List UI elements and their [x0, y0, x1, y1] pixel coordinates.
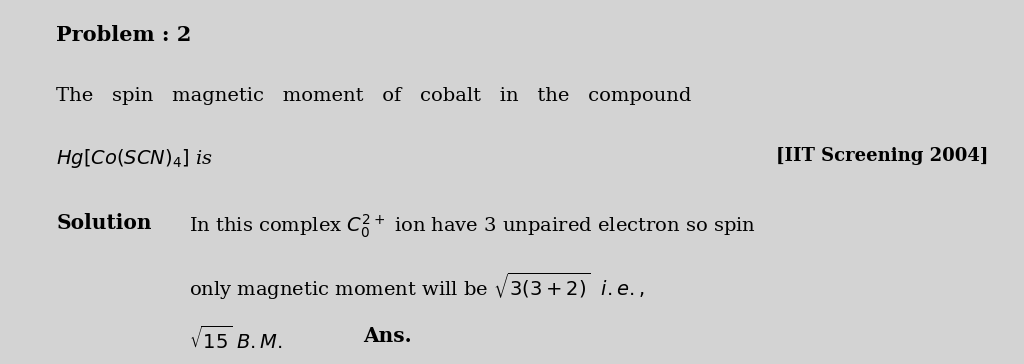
- Text: The   spin   magnetic   moment   of   cobalt   in   the   compound: The spin magnetic moment of cobalt in th…: [56, 87, 691, 105]
- Text: Problem : 2: Problem : 2: [56, 25, 191, 46]
- Text: [IIT Screening 2004]: [IIT Screening 2004]: [776, 147, 988, 165]
- Text: $\mathit{Hg[Co(SCN)_4]}$ is: $\mathit{Hg[Co(SCN)_4]}$ is: [56, 147, 213, 170]
- Text: only magnetic moment will be $\sqrt{3(3+2)}$  $\mathit{i.e.,}$: only magnetic moment will be $\sqrt{3(3+…: [189, 271, 645, 302]
- Text: In this complex $C_0^{2+}$ ion have 3 unpaired electron so spin: In this complex $C_0^{2+}$ ion have 3 un…: [189, 213, 757, 240]
- Text: Solution: Solution: [56, 213, 152, 233]
- Text: $\sqrt{15}$ $\mathit{B.M.}$: $\sqrt{15}$ $\mathit{B.M.}$: [189, 326, 283, 353]
- Text: Ans.: Ans.: [364, 326, 412, 346]
